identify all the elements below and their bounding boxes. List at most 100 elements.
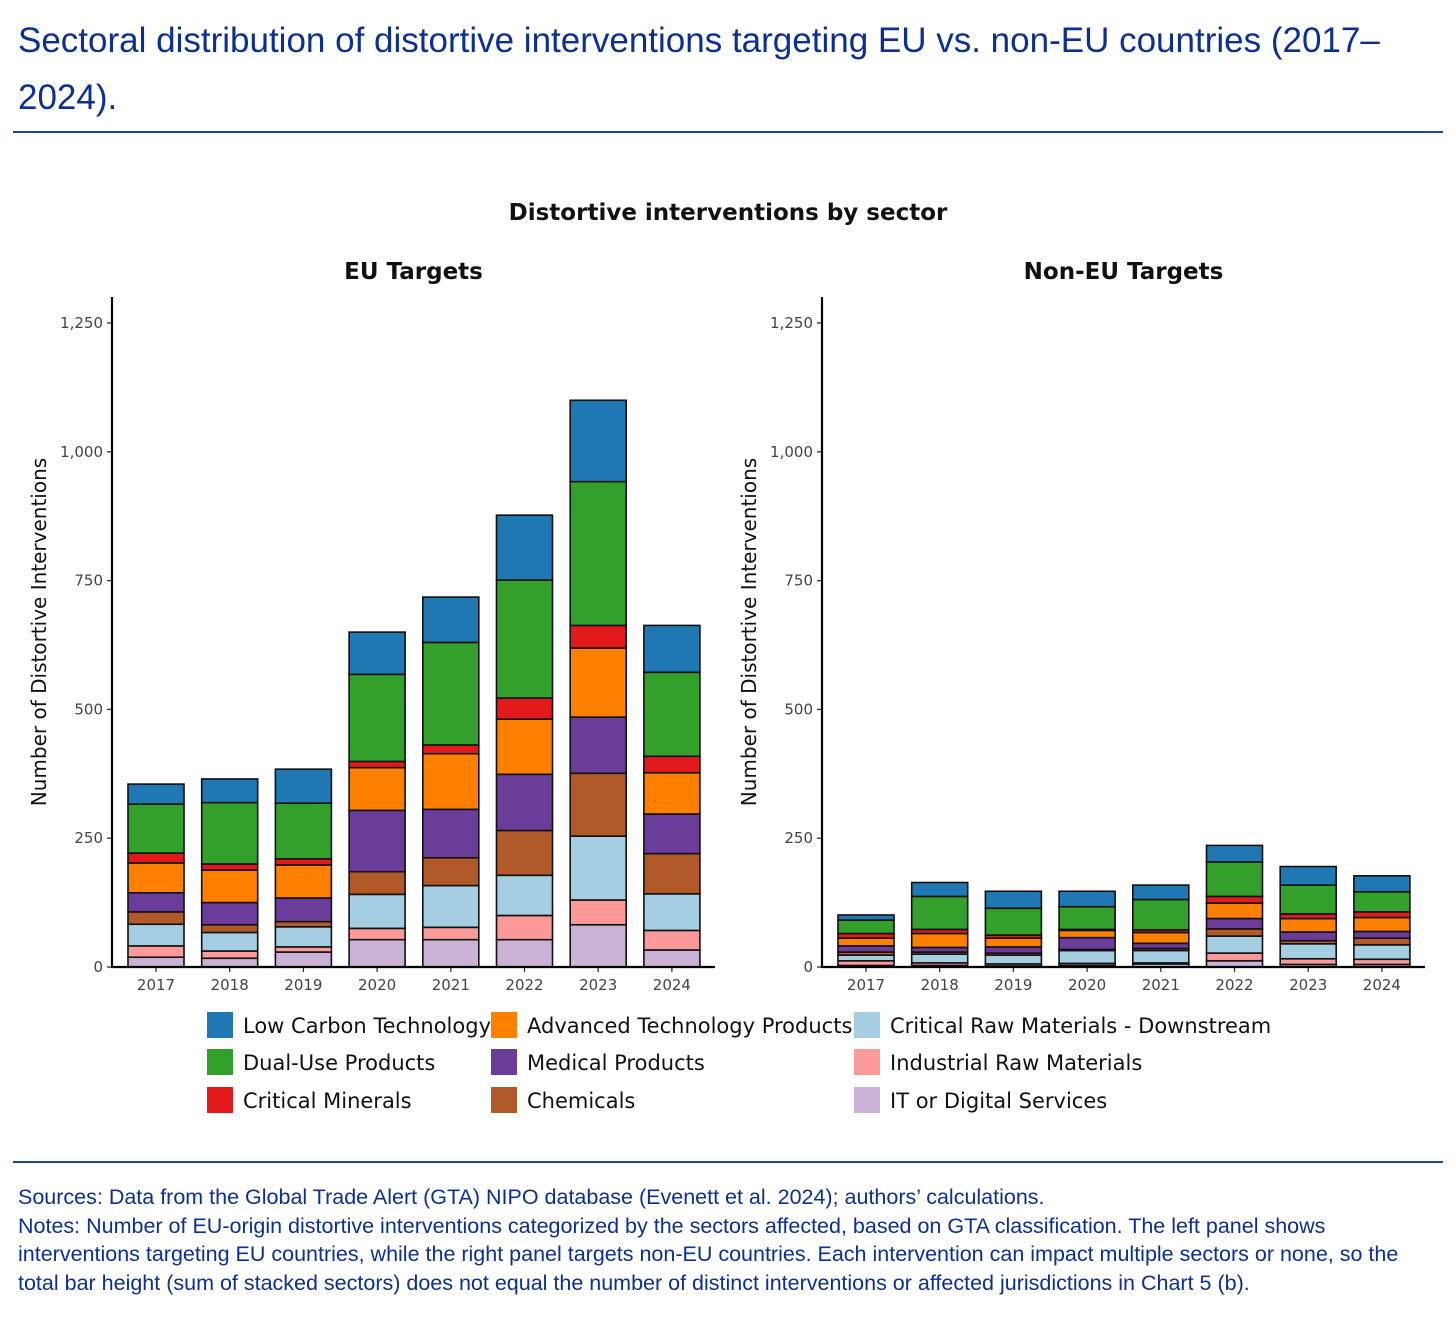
- bar-segment-chemicals: [569, 772, 628, 837]
- bar-segment-medical-products: [200, 901, 259, 926]
- y-tick-label: 1,000: [770, 443, 813, 461]
- bar-segment-low-carbon-technology: [910, 881, 969, 898]
- bar-segment-dual-use-products: [569, 480, 628, 627]
- bar-segment-dual-use-products: [421, 641, 480, 746]
- legend-item: Low Carbon Technology: [207, 1012, 491, 1038]
- bar-segment-critical-raw-materials-downstream: [910, 953, 969, 964]
- bar-segment-dual-use-products: [127, 803, 185, 854]
- bar-segment-advanced-technology-products: [127, 862, 185, 894]
- bar-segment-it-or-digital-services: [348, 938, 406, 968]
- bar-segment-industrial-raw-materials: [643, 929, 701, 951]
- stacked-bar-chart: Distortive interventions by sector EU Ta…: [27, 200, 1425, 1113]
- bar-segment-advanced-technology-products: [910, 932, 969, 949]
- bar-segment-critical-minerals: [421, 744, 480, 755]
- bar-segment-low-carbon-technology: [421, 596, 480, 644]
- bar-segment-medical-products: [1279, 931, 1337, 942]
- bar-segment-low-carbon-technology: [837, 914, 895, 921]
- bar-segment-advanced-technology-products: [421, 752, 480, 811]
- bar-segment-medical-products: [569, 716, 628, 775]
- bar-segment-dual-use-products: [643, 671, 701, 758]
- bar-2022: [1205, 844, 1264, 968]
- bar-segment-critical-raw-materials-downstream: [274, 926, 333, 948]
- panel-non-eu: Non-EU Targets Number of Distortive Inter…: [737, 259, 1425, 994]
- bar-segment-chemicals: [421, 856, 480, 887]
- bar-segment-critical-raw-materials-downstream: [1205, 935, 1264, 954]
- x-tick-label: 2019: [284, 976, 322, 994]
- bar-2017: [127, 783, 185, 968]
- bar-segment-low-carbon-technology: [1353, 875, 1411, 893]
- x-tick-label: 2017: [847, 976, 885, 994]
- bar-segment-critical-raw-materials-downstream: [569, 835, 628, 901]
- bar-segment-advanced-technology-products: [1279, 917, 1337, 933]
- bar-segment-dual-use-products: [837, 919, 895, 935]
- y-tick-label: 250: [784, 829, 813, 847]
- legend-item: Dual-Use Products: [207, 1049, 435, 1075]
- legend-item: Medical Products: [491, 1049, 705, 1075]
- bar-segment-industrial-raw-materials: [348, 927, 406, 941]
- bar-segment-critical-raw-materials-downstream: [421, 884, 480, 929]
- legend-swatch: [207, 1012, 233, 1038]
- bar-segment-low-carbon-technology: [127, 783, 185, 805]
- bar-segment-dual-use-products: [274, 802, 333, 860]
- bar-2017: [837, 914, 895, 968]
- panel-eu: EU Targets Number of Distortive Intervent…: [27, 259, 715, 994]
- bar-segment-critical-raw-materials-downstream: [495, 874, 554, 917]
- panel-title: Non-EU Targets: [1024, 259, 1224, 285]
- legend-item: Chemicals: [491, 1087, 635, 1113]
- bar-2024: [1353, 875, 1411, 968]
- bar-segment-critical-raw-materials-downstream: [1132, 949, 1190, 964]
- bar-2022: [495, 514, 554, 968]
- bar-segment-low-carbon-technology: [984, 890, 1043, 910]
- bar-segment-it-or-digital-services: [569, 923, 628, 968]
- bar-2023: [1279, 865, 1337, 968]
- bar-segment-low-carbon-technology: [348, 631, 406, 676]
- y-tick-label: 750: [74, 572, 103, 590]
- bar-segment-low-carbon-technology: [1205, 844, 1264, 863]
- bar-2018: [910, 881, 969, 968]
- bar-2021: [421, 596, 480, 968]
- y-axis-label: Number of Distortive Interventions: [737, 458, 761, 806]
- bar-segment-critical-raw-materials-downstream: [1353, 944, 1411, 961]
- x-tick-label: 2022: [505, 976, 543, 994]
- bar-segment-industrial-raw-materials: [1279, 957, 1337, 966]
- x-tick-label: 2018: [211, 976, 249, 994]
- bar-segment-medical-products: [495, 773, 554, 832]
- y-tick-label: 500: [74, 700, 103, 718]
- x-tick-label: 2023: [1289, 976, 1327, 994]
- bar-segment-medical-products: [274, 897, 333, 923]
- legend-label: Critical Minerals: [243, 1089, 412, 1113]
- legend-swatch: [854, 1087, 880, 1113]
- legend-swatch: [491, 1049, 517, 1075]
- y-tick-label: 1,250: [770, 314, 813, 332]
- bar-segment-critical-raw-materials-downstream: [348, 893, 406, 930]
- bar-2023: [569, 399, 628, 968]
- bar-segment-low-carbon-technology: [274, 768, 333, 804]
- chart-footer: Sources: Data from the Global Trade Aler…: [18, 1183, 1438, 1298]
- page-title: Sectoral distribution of distortive inte…: [18, 21, 1380, 117]
- bar-segment-chemicals: [1353, 937, 1411, 946]
- bar-segment-low-carbon-technology: [1058, 890, 1116, 908]
- legend-item: Advanced Technology Products: [491, 1012, 852, 1038]
- bar-segment-critical-minerals: [495, 697, 554, 720]
- y-tick-label: 750: [784, 572, 813, 590]
- bar-segment-critical-minerals: [1205, 895, 1264, 904]
- bar-segment-critical-minerals: [348, 760, 406, 769]
- bar-segment-advanced-technology-products: [1058, 929, 1116, 939]
- bar-segment-chemicals: [200, 923, 259, 934]
- y-tick-label: 1,250: [60, 314, 103, 332]
- bar-2018: [200, 778, 259, 968]
- bar-segment-critical-minerals: [1353, 911, 1411, 919]
- bar-segment-low-carbon-technology: [200, 778, 259, 804]
- legend-item: IT or Digital Services: [854, 1087, 1107, 1113]
- bar-segment-critical-minerals: [274, 858, 333, 866]
- legend-swatch: [854, 1012, 880, 1038]
- bar-segment-low-carbon-technology: [569, 399, 628, 483]
- bar-2020: [348, 631, 406, 968]
- y-tick-label: 1,000: [60, 443, 103, 461]
- legend-label: Industrial Raw Materials: [890, 1051, 1142, 1075]
- x-tick-label: 2019: [994, 976, 1032, 994]
- bar-segment-chemicals: [495, 829, 554, 877]
- bar-segment-medical-products: [421, 808, 480, 859]
- legend-label: Chemicals: [527, 1089, 635, 1113]
- legend-item: Industrial Raw Materials: [854, 1049, 1142, 1075]
